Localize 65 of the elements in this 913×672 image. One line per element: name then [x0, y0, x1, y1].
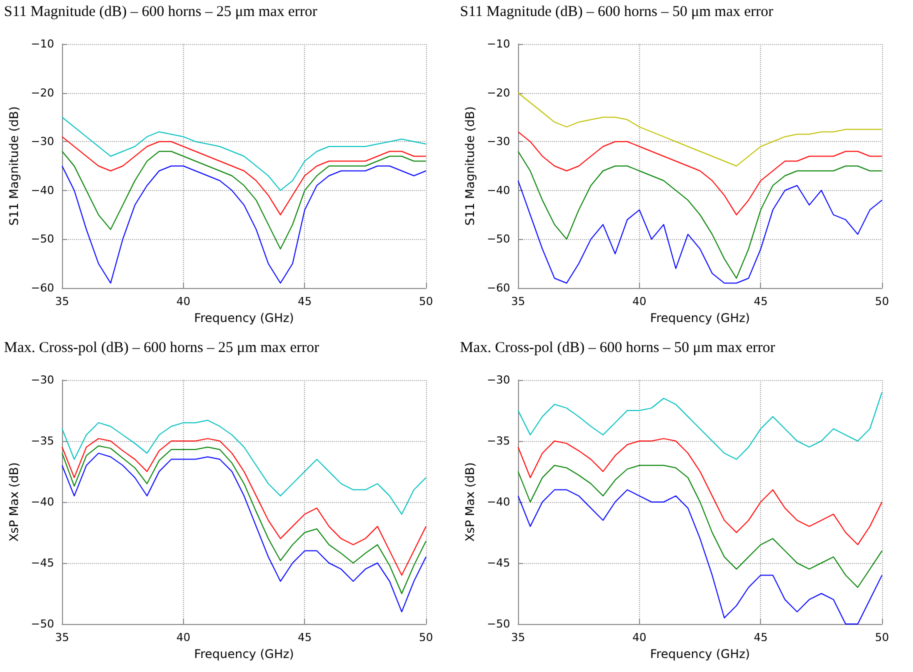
line-series [62, 445, 426, 594]
x-tick-label: 35 [55, 631, 70, 644]
line-series [62, 136, 426, 216]
line-series [518, 150, 882, 279]
y-tick-label: −60 [30, 282, 54, 294]
y-tick-label: −50 [30, 618, 54, 630]
x-axis-title: Frequency (GHz) [194, 310, 294, 325]
x-tick-label: 35 [55, 295, 70, 308]
y-tick-label: −50 [30, 232, 54, 246]
chart-title: S11 Magnitude (dB) – 600 horns – 50 μm max error [460, 4, 774, 21]
y-axis-title: XsP Max (dB) [463, 462, 477, 542]
x-tick-label: 50 [419, 295, 433, 308]
y-axis-title: XsP Max (dB) [7, 462, 21, 542]
line-series [62, 438, 426, 576]
line-series [518, 392, 882, 460]
x-tick-label: 40 [176, 631, 190, 644]
y-tick-label: −20 [486, 86, 510, 100]
x-tick-label: 35 [511, 631, 526, 644]
line-series [62, 420, 426, 515]
x-tick-label: 40 [632, 295, 646, 308]
y-tick-label: −30 [30, 374, 54, 386]
y-tick-label: −10 [30, 38, 54, 50]
x-tick-label: 45 [754, 631, 768, 644]
chart-title: Max. Cross-pol (dB) – 600 horns – 25 μm max error [4, 340, 320, 357]
chart-title: Max. Cross-pol (dB) – 600 horns – 50 μm max error [460, 340, 776, 357]
y-tick-label: −10 [486, 38, 510, 50]
y-tick-label: −20 [30, 86, 54, 100]
x-tick-label: 50 [419, 631, 433, 644]
x-tick-label: 40 [632, 631, 646, 644]
line-series [62, 150, 426, 250]
y-tick-label: −30 [30, 135, 54, 148]
x-tick-label: 45 [754, 295, 768, 308]
y-tick-label: −50 [486, 232, 510, 246]
line-series [518, 464, 882, 588]
line-series [518, 92, 882, 166]
line-series [62, 166, 426, 284]
line-series [518, 131, 882, 216]
y-tick-label: −60 [486, 282, 510, 294]
y-tick-label: −35 [486, 434, 510, 448]
y-tick-label: −40 [486, 184, 510, 197]
line-series [518, 180, 882, 284]
chart-title: S11 Magnitude (dB) – 600 horns – 25 μm max error [4, 4, 318, 21]
y-tick-label: −30 [486, 135, 510, 148]
line-series [62, 116, 426, 191]
x-axis-title: Frequency (GHz) [650, 646, 750, 661]
x-tick-label: 40 [176, 295, 190, 308]
y-axis-title: S11 Magnitude (dB) [7, 106, 21, 226]
y-tick-label: −40 [30, 496, 54, 508]
x-tick-label: 35 [511, 295, 526, 308]
x-axis-title: Frequency (GHz) [194, 646, 294, 661]
x-axis-title: Frequency (GHz) [650, 310, 750, 325]
y-tick-label: −40 [30, 184, 54, 197]
line-series [518, 438, 882, 546]
y-axis-title: S11 Magnitude (dB) [463, 106, 477, 226]
x-tick-label: 50 [875, 295, 889, 308]
y-tick-label: −45 [486, 556, 510, 570]
x-tick-label: 45 [298, 631, 312, 644]
line-series [62, 452, 426, 612]
y-tick-label: −40 [486, 496, 510, 508]
y-tick-label: −50 [486, 618, 510, 630]
y-tick-label: −45 [30, 556, 54, 570]
x-tick-label: 45 [298, 295, 312, 308]
y-tick-label: −30 [486, 374, 510, 386]
x-tick-label: 50 [875, 631, 889, 644]
y-tick-label: −35 [30, 434, 54, 448]
